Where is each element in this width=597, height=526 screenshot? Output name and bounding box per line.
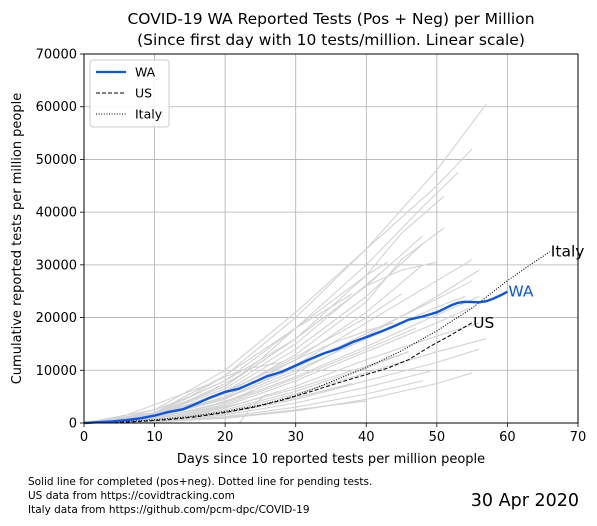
chart-subtitle: (Since first day with 10 tests/million. … (137, 31, 525, 49)
x-tick-label: 0 (80, 430, 88, 445)
legend-label-italy: Italy (135, 107, 163, 122)
x-tick-label: 70 (570, 430, 587, 445)
series-line-us (83, 322, 473, 424)
y-tick-label: 20000 (36, 311, 77, 326)
legend-label-us: US (135, 86, 152, 101)
y-tick-label: 0 (69, 417, 77, 432)
x-tick-label: 30 (287, 430, 304, 445)
y-tick-label: 30000 (36, 258, 77, 273)
plot-frame (83, 53, 579, 424)
footnote-line-1: Solid line for completed (pos+neg). Dott… (28, 476, 372, 488)
y-tick-label: 70000 (36, 48, 77, 63)
legend-label-wa: WA (135, 65, 156, 80)
background-series-line (83, 351, 409, 424)
end-label-us: US (473, 314, 494, 332)
legend: WA US Italy (89, 59, 170, 128)
highlighted-series (83, 251, 551, 425)
chart-title: COVID-19 WA Reported Tests (Pos + Neg) p… (127, 10, 534, 28)
y-tick-label: 10000 (36, 364, 77, 379)
background-series-line (83, 261, 388, 424)
end-label-italy: Italy (551, 243, 585, 261)
x-tick-label: 40 (358, 430, 375, 445)
footnote-line-3: Italy data from https://github.com/pcm-d… (28, 504, 310, 516)
y-axis-label: Cumulative reported tests per million pe… (10, 93, 25, 385)
y-tick-label: 60000 (36, 100, 77, 115)
axis-ticks: 0 10 20 30 40 50 60 70 0 10000 20000 30000 40000 5000… (36, 48, 587, 446)
y-tick-label: 40000 (36, 206, 77, 221)
x-tick-label: 20 (217, 430, 234, 445)
x-tick-label: 50 (429, 430, 446, 445)
x-axis-label: Days since 10 reported tests per million… (177, 452, 485, 467)
background-series-line (83, 293, 353, 424)
background-series-line (83, 361, 282, 424)
y-tick-label: 50000 (36, 153, 77, 168)
series-end-labels: US Italy WA (473, 243, 584, 332)
legend-box (89, 59, 170, 128)
x-tick-label: 60 (499, 430, 516, 445)
background-lines (83, 103, 487, 424)
series-line-wa (83, 290, 508, 425)
background-series-line (83, 372, 473, 424)
x-tick-label: 10 (146, 430, 163, 445)
footnote-line-2: US data from https://covidtracking.com (28, 490, 235, 502)
end-label-wa: WA (508, 283, 533, 301)
date-stamp: 30 Apr 2020 (471, 491, 579, 511)
